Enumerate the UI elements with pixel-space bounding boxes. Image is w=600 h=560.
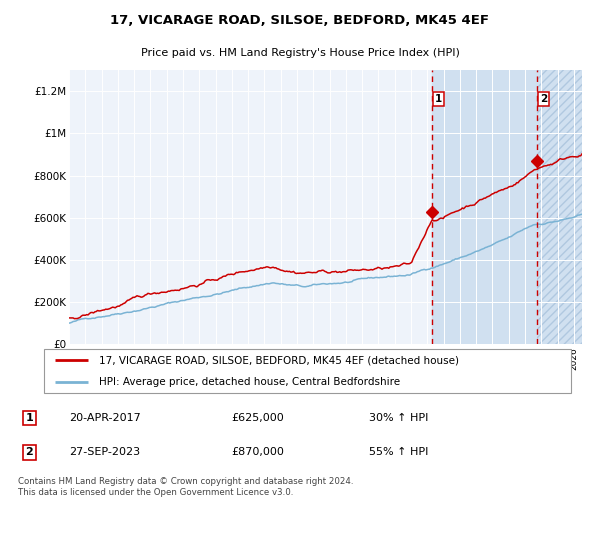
Text: 17, VICARAGE ROAD, SILSOE, BEDFORD, MK45 4EF (detached house): 17, VICARAGE ROAD, SILSOE, BEDFORD, MK45… <box>99 355 459 365</box>
Text: £625,000: £625,000 <box>231 413 284 423</box>
Text: 27-SEP-2023: 27-SEP-2023 <box>70 447 141 457</box>
Bar <box>537 70 600 344</box>
Bar <box>537 70 600 344</box>
FancyBboxPatch shape <box>44 349 571 393</box>
Text: 30% ↑ HPI: 30% ↑ HPI <box>369 413 428 423</box>
Text: 20-APR-2017: 20-APR-2017 <box>70 413 142 423</box>
Text: 55% ↑ HPI: 55% ↑ HPI <box>369 447 428 457</box>
Text: Price paid vs. HM Land Registry's House Price Index (HPI): Price paid vs. HM Land Registry's House … <box>140 48 460 58</box>
Text: 17, VICARAGE ROAD, SILSOE, BEDFORD, MK45 4EF: 17, VICARAGE ROAD, SILSOE, BEDFORD, MK45… <box>110 14 490 27</box>
Text: 1: 1 <box>25 413 33 423</box>
Bar <box>432 70 537 344</box>
Text: Contains HM Land Registry data © Crown copyright and database right 2024.
This d: Contains HM Land Registry data © Crown c… <box>18 477 353 497</box>
Text: 2: 2 <box>539 94 547 104</box>
Text: £870,000: £870,000 <box>231 447 284 457</box>
Text: 2: 2 <box>25 447 33 457</box>
Text: HPI: Average price, detached house, Central Bedfordshire: HPI: Average price, detached house, Cent… <box>99 377 400 387</box>
Text: 1: 1 <box>434 94 442 104</box>
